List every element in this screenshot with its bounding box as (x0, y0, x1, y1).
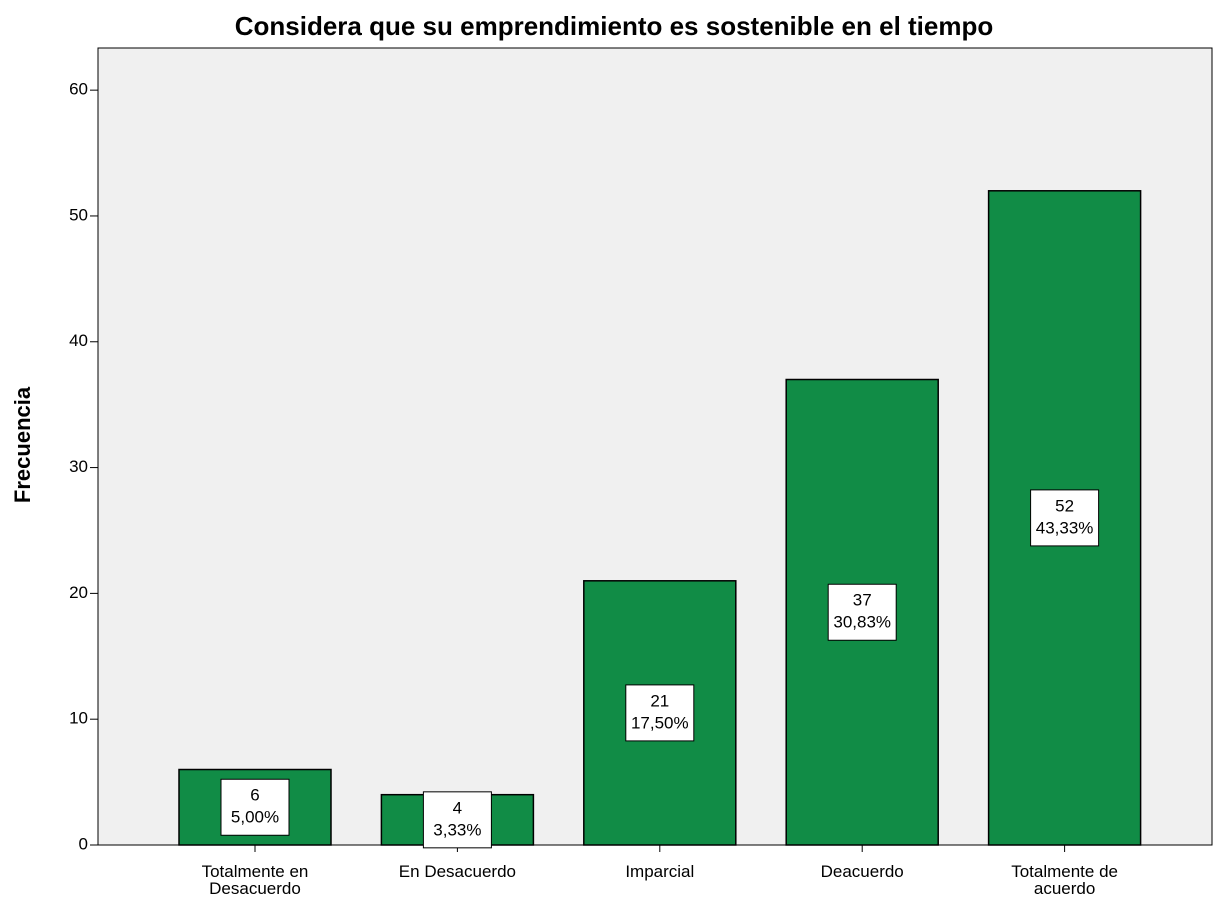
y-tick-label: 10 (69, 709, 88, 728)
x-tick-label: Imparcial (625, 862, 695, 881)
percent-label: 30,83% (833, 613, 891, 632)
percent-label: 5,00% (231, 808, 279, 827)
y-tick-label: 30 (69, 457, 88, 476)
value-label-box (220, 778, 290, 836)
y-tick-label: 60 (69, 80, 88, 99)
x-tick-label: Deacuerdo (820, 862, 904, 881)
percent-label: 3,33% (433, 820, 481, 839)
value-label: 6 (250, 786, 259, 805)
value-label: 37 (853, 591, 872, 610)
y-tick-label: 0 (79, 834, 88, 853)
value-label: 52 (1055, 496, 1074, 515)
y-tick-label: 50 (69, 205, 88, 224)
value-label-box (625, 684, 695, 742)
x-tick-label: Totalmente en Desacuerdo (201, 862, 309, 898)
x-tick-label: En Desacuerdo (398, 862, 516, 881)
chart-title: Considera que su emprendimiento es soste… (235, 11, 994, 41)
percent-label: 43,33% (1036, 518, 1094, 537)
value-label-box (827, 583, 897, 641)
percent-label: 17,50% (631, 713, 689, 732)
y-tick-label: 20 (69, 583, 88, 602)
y-tick-label: 40 (69, 331, 88, 350)
value-label-box (422, 791, 492, 849)
value-label-box (1030, 489, 1100, 547)
value-label: 21 (650, 691, 669, 710)
x-tick-label: Totalmente de acuerdo (1011, 862, 1118, 898)
value-label: 4 (453, 798, 462, 817)
y-axis-label: Frecuencia (10, 386, 35, 503)
